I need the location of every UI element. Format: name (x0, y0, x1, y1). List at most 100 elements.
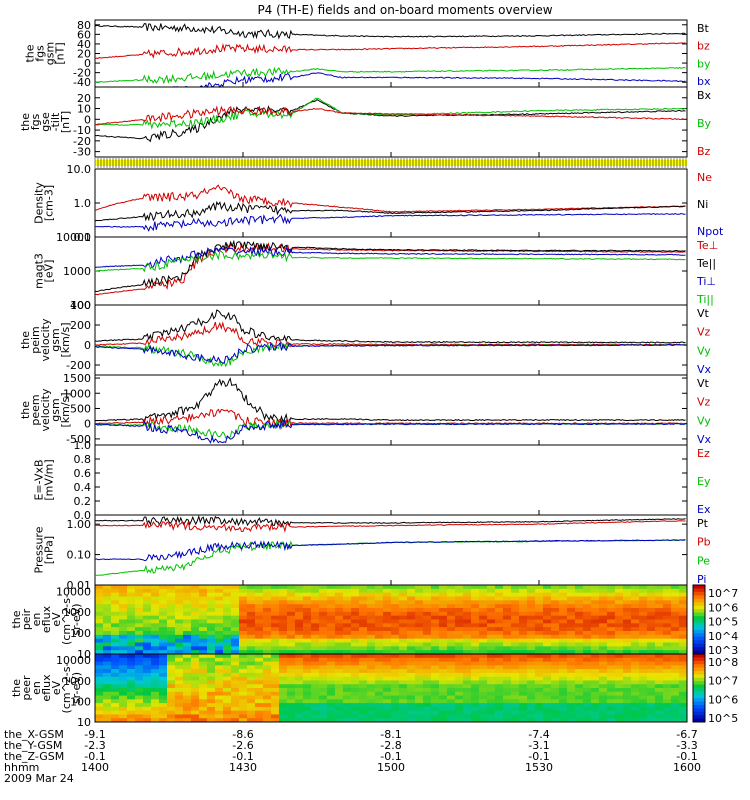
spectrogram-cell (599, 634, 608, 640)
spectrogram-cell (567, 600, 576, 605)
spectrogram-cell (199, 627, 208, 632)
spectrogram-cell (639, 657, 648, 663)
y-axis-label-line: gsm (44, 42, 57, 65)
spectrogram-cell (487, 588, 496, 594)
spectrogram-cell (143, 619, 152, 624)
spectrogram-cell (583, 596, 592, 601)
spectrogram-cell (503, 676, 512, 681)
spectrogram-cell (415, 710, 424, 715)
spectrogram-cell (287, 676, 296, 681)
spectrogram-cell (175, 604, 184, 609)
spectrogram-cell (327, 654, 336, 659)
spectrogram-cell (551, 680, 560, 685)
spectrogram-cell (119, 600, 128, 605)
spectrogram-cell (671, 703, 680, 708)
spectrogram-cell (287, 654, 296, 659)
spectrogram-cell (399, 676, 408, 681)
spectrogram-cell (207, 600, 216, 605)
spectrogram-cell (119, 710, 128, 715)
spectrogram-cell (567, 688, 576, 693)
spectrogram-cell (175, 714, 184, 719)
spectrogram-cell (671, 665, 680, 670)
spectrogram-cell (95, 604, 104, 609)
spectrogram-cell (335, 714, 344, 719)
spectrogram-cell (199, 714, 208, 719)
spectrogram-cell (559, 657, 568, 663)
spectrogram-cell (631, 638, 640, 643)
spectrogram-cell (255, 627, 264, 632)
spectrogram-cell (271, 585, 280, 590)
spectrogram-cell (327, 627, 336, 632)
spectrogram-cell (495, 706, 504, 712)
spectrogram-cell (463, 669, 472, 674)
spectrogram-cell (175, 676, 184, 681)
spectrogram-cell (575, 691, 584, 697)
spectrogram-cell (247, 623, 256, 628)
spectrogram-cell (351, 631, 360, 636)
spectrogram-cell (151, 619, 160, 624)
spectrogram-cell (511, 684, 520, 689)
spectrogram-cell (535, 615, 544, 620)
spectrogram-cell (655, 706, 664, 712)
spectrogram-cell (303, 718, 312, 723)
spectrogram-cell (559, 688, 568, 693)
spectrogram-cell (359, 661, 368, 666)
spectrogram-cell (655, 676, 664, 681)
spectrogram-cell (495, 585, 504, 590)
spectrogram-cell (591, 654, 600, 659)
spectrogram-cell (215, 714, 224, 719)
spectrogram-cell (663, 654, 672, 659)
spectrogram-cell (399, 608, 408, 613)
spectrogram-cell (287, 596, 296, 601)
spectrogram-cell (599, 638, 608, 643)
y-tick-label: 0.2 (74, 495, 92, 508)
spectrogram-cell (607, 631, 616, 636)
spectrogram-cell (111, 714, 120, 719)
spectrogram-cell (391, 588, 400, 594)
spectrogram-cell (279, 596, 288, 601)
spectrogram-cell (119, 623, 128, 628)
spectrogram-cell (399, 714, 408, 719)
spectrogram-cell (247, 703, 256, 708)
spectrogram-cell (335, 650, 344, 655)
spectrogram-cell (247, 684, 256, 689)
spectrogram-cell (503, 654, 512, 659)
spectrogram-cell (383, 619, 392, 624)
spectrogram-cell (367, 695, 376, 700)
spectrogram-cell (231, 623, 240, 628)
spectrogram-cell (567, 615, 576, 620)
spectrogram-cell (127, 615, 136, 620)
spectrogram-cell (143, 710, 152, 715)
spectrogram-cell (415, 608, 424, 613)
spectrogram-cell (623, 650, 632, 655)
spectrogram-cell (471, 699, 480, 704)
spectrogram-cell (143, 608, 152, 613)
colorbar-cell (693, 691, 705, 696)
spectrogram-cell (559, 706, 568, 712)
y-tick-label: 10 (77, 648, 91, 661)
spectrogram-cell (487, 684, 496, 689)
spectrogram-cell (519, 699, 528, 704)
spectrogram-cell (655, 631, 664, 636)
spectrogram-cell (479, 710, 488, 715)
spectrogram-cell (663, 631, 672, 636)
spectrogram-cell (511, 680, 520, 685)
spectrogram-cell (183, 631, 192, 636)
spectrogram-cell (239, 600, 248, 605)
spectrogram-cell (583, 619, 592, 624)
spectrogram-cell (279, 714, 288, 719)
spectrogram-cell (407, 669, 416, 674)
spectrogram-cell (103, 703, 112, 708)
spectrogram-cell (415, 631, 424, 636)
spectrogram-cell (527, 592, 536, 597)
spectrogram-cell (279, 638, 288, 643)
spectrogram-cell (287, 714, 296, 719)
spectrogram-cell (119, 608, 128, 613)
spectrogram-cell (599, 592, 608, 597)
spectrogram-cell (623, 623, 632, 628)
spectrogram-cell (191, 638, 200, 643)
footer-value: -2.3 (84, 739, 105, 752)
spectrogram-cell (391, 646, 400, 651)
spectrogram-cell (599, 600, 608, 605)
